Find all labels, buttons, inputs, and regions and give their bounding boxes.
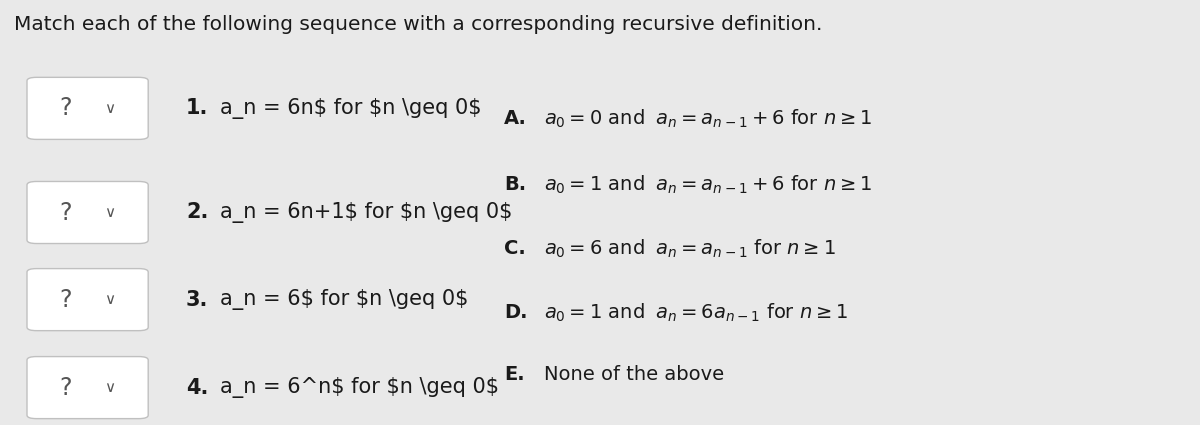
Text: A.: A. [504,110,527,128]
Text: ∨: ∨ [103,380,115,395]
Text: ?: ? [60,201,72,224]
Text: a_n = 6n+1$ for $n \geq 0$: a_n = 6n+1$ for $n \geq 0$ [220,202,512,223]
Text: ∨: ∨ [103,292,115,307]
Text: ∨: ∨ [103,101,115,116]
Text: 2.: 2. [186,202,209,223]
Text: 4.: 4. [186,377,209,398]
Text: Match each of the following sequence with a corresponding recursive definition.: Match each of the following sequence wit… [14,15,823,34]
Text: $a_0 = 1$ and $\;a_n = 6a_{n-1}$ for $n \geq 1$: $a_0 = 1$ and $\;a_n = 6a_{n-1}$ for $n … [544,301,847,323]
Text: ?: ? [60,288,72,312]
Text: C.: C. [504,239,526,258]
Text: a_n = 6n$ for $n \geq 0$: a_n = 6n$ for $n \geq 0$ [220,98,481,119]
FancyBboxPatch shape [26,269,149,331]
Text: None of the above: None of the above [544,365,724,383]
Text: 1.: 1. [186,98,209,119]
Text: $a_0 = 1$ and $\;a_n = a_{n-1} + 6$ for $n \geq 1$: $a_0 = 1$ and $\;a_n = a_{n-1} + 6$ for … [544,174,871,196]
Text: B.: B. [504,176,526,194]
Text: D.: D. [504,303,528,322]
Text: a_n = 6^n$ for $n \geq 0$: a_n = 6^n$ for $n \geq 0$ [220,377,499,398]
Text: $a_0 = 0$ and $\;a_n = a_{n-1} + 6$ for $n \geq 1$: $a_0 = 0$ and $\;a_n = a_{n-1} + 6$ for … [544,108,871,130]
FancyBboxPatch shape [26,77,149,139]
Text: E.: E. [504,365,524,383]
Text: $a_0 = 6$ and $\;a_n = a_{n-1}$ for $n \geq 1$: $a_0 = 6$ and $\;a_n = a_{n-1}$ for $n \… [544,238,835,260]
Text: ∨: ∨ [103,205,115,220]
Text: ?: ? [60,96,72,120]
Text: a_n = 6$ for $n \geq 0$: a_n = 6$ for $n \geq 0$ [220,289,468,310]
Text: ?: ? [60,376,72,399]
FancyBboxPatch shape [26,357,149,419]
Text: 3.: 3. [186,289,209,310]
FancyBboxPatch shape [26,181,149,244]
